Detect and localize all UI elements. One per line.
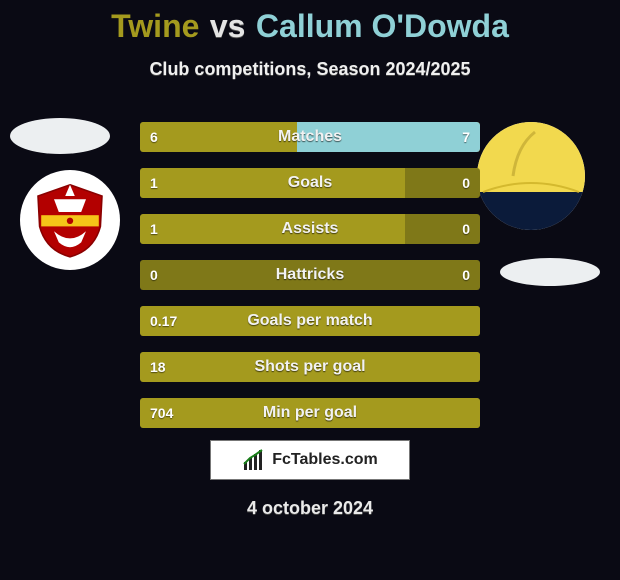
- stat-fill-player1: [140, 352, 480, 382]
- watermark-text: FcTables.com: [272, 451, 378, 469]
- stat-row: 67Matches: [140, 122, 480, 152]
- stat-fill-player1: [140, 122, 297, 152]
- watermark-badge: FcTables.com: [210, 440, 410, 480]
- stat-value-player2: 0: [462, 214, 470, 244]
- stat-value-player1: 0: [150, 260, 158, 290]
- stat-label: Hattricks: [140, 260, 480, 290]
- stat-row: 0.17Goals per match: [140, 306, 480, 336]
- stat-row: 0 0Hattricks: [140, 260, 480, 290]
- stat-value-player1: 1: [150, 168, 158, 198]
- stat-fill-player1: [140, 398, 480, 428]
- fctables-logo-icon: [242, 448, 266, 472]
- player1-photo-placeholder-icon: [10, 118, 110, 154]
- stat-fill-player1: [140, 306, 480, 336]
- stat-row: 10Assists: [140, 214, 480, 244]
- stat-fill-player1: [140, 168, 405, 198]
- comparison-title: Twine vs Callum O'Dowda: [0, 0, 620, 45]
- vs-text: vs: [210, 8, 246, 45]
- player2-name: Callum O'Dowda: [256, 8, 509, 45]
- stat-fill-player1: [140, 214, 405, 244]
- stat-row: 704Min per goal: [140, 398, 480, 428]
- stat-value-player1: 18: [150, 352, 166, 382]
- stat-value-player1: 1: [150, 214, 158, 244]
- player2-photo-icon: [477, 122, 585, 230]
- stat-value-player1: 0.17: [150, 306, 177, 336]
- stats-container: 67Matches10Goals10Assists00Hattricks0.17…: [140, 122, 480, 444]
- stat-value-player1: 6: [150, 122, 158, 152]
- player1-name: Twine: [111, 8, 199, 45]
- stat-value-player2: 0: [462, 168, 470, 198]
- subtitle: Club competitions, Season 2024/2025: [0, 59, 620, 80]
- player2-club-crest-placeholder-icon: [500, 258, 600, 286]
- date-text: 4 october 2024: [0, 498, 620, 519]
- stat-row: 10Goals: [140, 168, 480, 198]
- stat-row: 18Shots per goal: [140, 352, 480, 382]
- stat-value-player2: 0: [462, 260, 470, 290]
- stat-value-player1: 704: [150, 398, 173, 428]
- stat-fill-player2: [297, 122, 480, 152]
- stat-value-player2: 7: [462, 122, 470, 152]
- player1-club-crest-icon: [20, 170, 120, 270]
